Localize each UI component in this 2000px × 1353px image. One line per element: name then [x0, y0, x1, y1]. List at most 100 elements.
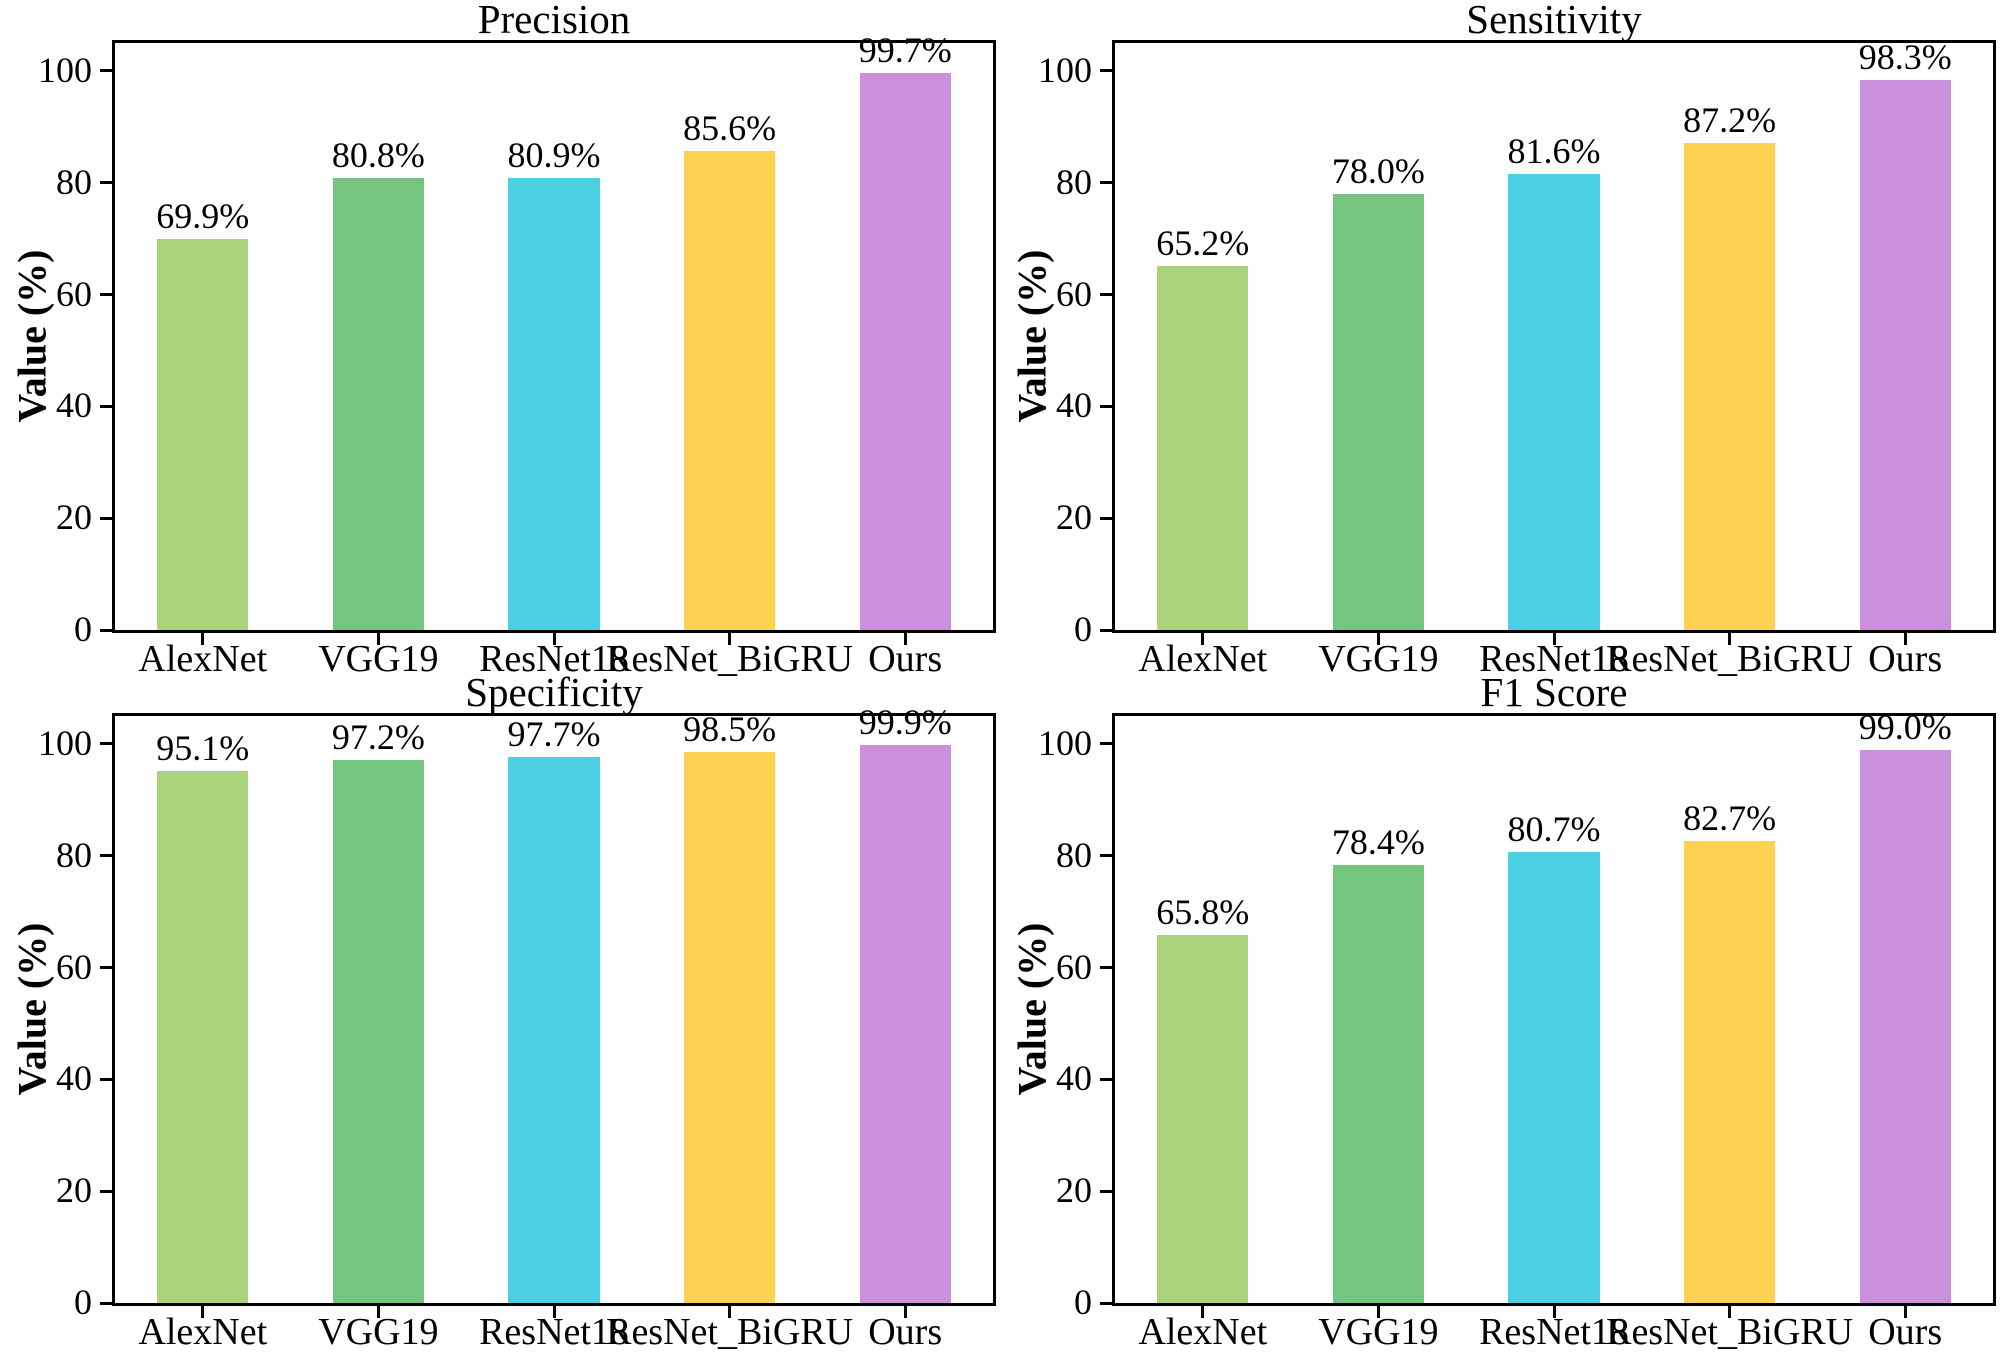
y-tick-label: 60	[1056, 946, 1092, 987]
x-tick-label: Ours	[868, 1311, 943, 1353]
y-tick-label: 80	[1056, 834, 1092, 875]
bar	[1683, 840, 1776, 1303]
y-tick-label: 80	[56, 161, 92, 202]
bar	[859, 744, 951, 1303]
y-tick-label: 40	[56, 385, 92, 426]
y-tick-mark	[100, 1301, 112, 1305]
y-tick-mark	[1100, 516, 1112, 520]
bar-value-label: 85.6%	[683, 108, 777, 149]
y-tick-label: 20	[56, 1170, 92, 1211]
x-tick-mark	[1201, 633, 1205, 645]
bar	[1157, 935, 1249, 1303]
y-tick-mark	[100, 181, 112, 185]
bar-value-label: 81.6%	[1507, 130, 1601, 171]
y-tick-mark	[100, 628, 112, 632]
bar	[332, 178, 425, 630]
x-tick-mark	[903, 633, 907, 645]
bar	[157, 771, 249, 1303]
x-tick-mark	[552, 1306, 556, 1318]
bar	[508, 177, 600, 630]
x-tick-mark	[201, 1306, 205, 1318]
y-tick-label: 60	[56, 273, 92, 314]
bar	[683, 752, 776, 1303]
y-tick-mark	[1100, 404, 1112, 408]
y-tick-mark	[1100, 966, 1112, 970]
y-tick-mark	[1100, 293, 1112, 297]
bar	[508, 756, 600, 1303]
bar	[859, 72, 951, 630]
y-tick-label: 100	[38, 49, 92, 90]
y-tick-label: 80	[56, 834, 92, 875]
x-tick-label: ResNet_BiGRU	[1606, 638, 1854, 680]
y-tick-label: 100	[1038, 722, 1092, 763]
x-tick-mark	[1728, 633, 1732, 645]
bar-value-label: 99.0%	[1858, 706, 1952, 747]
y-tick-mark	[100, 742, 112, 746]
y-tick-mark	[1100, 742, 1112, 746]
bar-value-label: 82.7%	[1683, 797, 1777, 838]
x-tick-mark	[728, 633, 732, 645]
plot-area: 0 20 40 60 80 100 65.2% AlexNet 78.0% VGG19 81.6% R…	[1038, 37, 1996, 680]
x-tick-mark	[1201, 1306, 1205, 1318]
chart-specificity: Specificity Value (%) 0 20 40 60 80 100 95.1% A…	[0, 669, 1000, 1353]
bar-value-label: 78.4%	[1331, 821, 1425, 862]
bar-value-label: 80.9%	[507, 134, 601, 175]
bar	[1683, 142, 1776, 630]
x-tick-label: ResNet_BiGRU	[606, 1311, 854, 1353]
y-tick-label: 80	[1056, 161, 1092, 202]
y-tick-label: 60	[1056, 273, 1092, 314]
y-tick-mark	[1100, 1189, 1112, 1193]
plot-area: 0 20 40 60 80 100 69.9% AlexNet 80.8% VGG19 80.9% R…	[38, 31, 996, 680]
chart-precision: Precision Value (%) 0 20 40 60 80 100 69.9% Ale…	[0, 0, 1000, 680]
bar-value-label: 97.7%	[507, 713, 601, 754]
chart-title: Sensitivity	[1466, 0, 1642, 42]
bar	[1859, 749, 1951, 1303]
bar	[1332, 864, 1425, 1303]
y-tick-label: 100	[38, 722, 92, 763]
x-tick-mark	[376, 633, 380, 645]
bar-value-label: 69.9%	[156, 196, 250, 237]
x-tick-label: AlexNet	[1138, 1311, 1268, 1353]
y-tick-mark	[1100, 1077, 1112, 1081]
x-tick-mark	[1903, 633, 1907, 645]
x-tick-label: VGG19	[318, 638, 439, 680]
x-tick-mark	[1552, 633, 1556, 645]
x-tick-label: Ours	[1868, 1311, 1943, 1353]
y-tick-mark	[100, 854, 112, 858]
y-tick-label: 20	[1056, 1170, 1092, 1211]
x-tick-mark	[1903, 1306, 1907, 1318]
bar	[683, 151, 776, 630]
y-tick-mark	[1100, 69, 1112, 73]
bar-value-label: 99.9%	[858, 701, 952, 742]
y-tick-label: 0	[74, 1282, 92, 1322]
x-tick-label: AlexNet	[1138, 638, 1268, 680]
x-tick-label: ResNet_BiGRU	[606, 638, 854, 680]
y-tick-mark	[1100, 628, 1112, 632]
y-tick-mark	[100, 404, 112, 408]
x-tick-mark	[903, 1306, 907, 1318]
y-tick-label: 0	[74, 609, 92, 649]
bar	[1508, 851, 1600, 1303]
bar-value-label: 99.7%	[858, 29, 952, 70]
x-tick-mark	[728, 1306, 732, 1318]
y-tick-mark	[100, 69, 112, 73]
x-tick-mark	[376, 1306, 380, 1318]
bar	[1157, 265, 1249, 630]
x-tick-label: VGG19	[318, 1311, 439, 1353]
bar-value-label: 98.5%	[683, 709, 777, 750]
x-tick-label: ResNet18	[1479, 638, 1629, 680]
x-tick-label: Ours	[868, 638, 943, 680]
x-tick-label: ResNet_BiGRU	[1606, 1311, 1854, 1353]
y-tick-label: 20	[56, 497, 92, 538]
bar-value-label: 97.2%	[331, 716, 425, 757]
bar-value-label: 65.2%	[1156, 222, 1250, 263]
bar-value-label: 98.3%	[1858, 37, 1952, 78]
x-tick-mark	[201, 633, 205, 645]
y-tick-label: 40	[56, 1058, 92, 1099]
x-tick-mark	[1552, 1306, 1556, 1318]
y-tick-label: 0	[1074, 609, 1092, 649]
y-tick-label: 0	[1074, 1282, 1092, 1322]
x-tick-label: ResNet18	[479, 638, 629, 680]
x-tick-label: AlexNet	[138, 638, 268, 680]
